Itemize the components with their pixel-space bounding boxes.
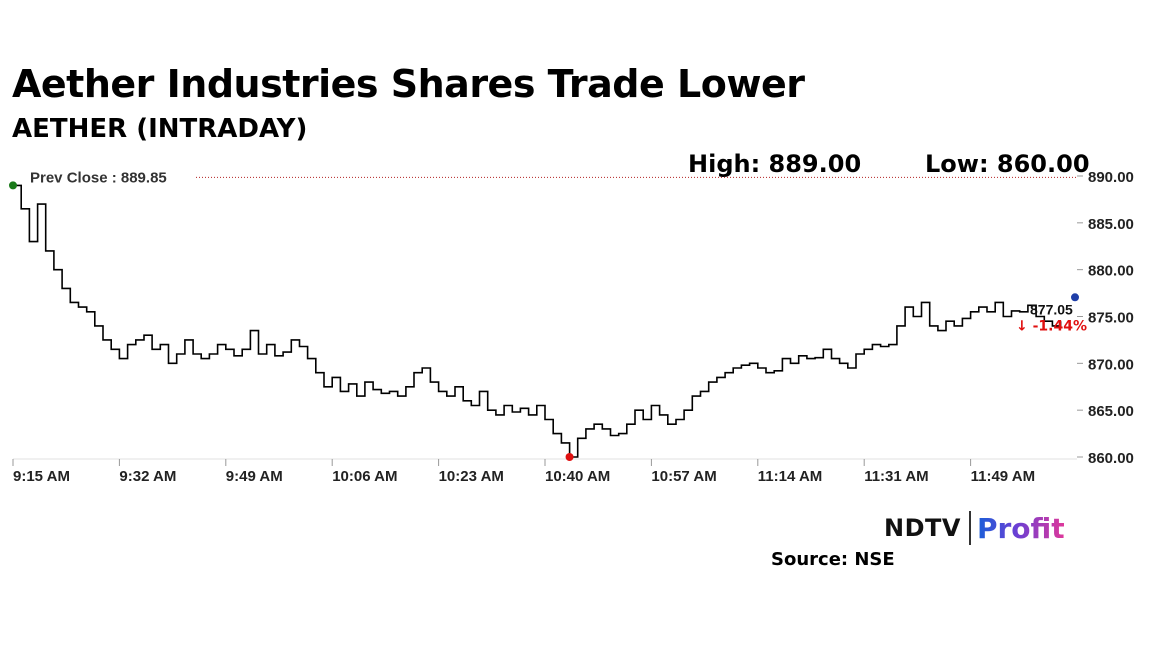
- logo-profit-text: Profit: [976, 511, 1065, 545]
- y-axis: 890.00 885.00 880.00 875.00 870.00 865.00 860.…: [1077, 169, 1134, 467]
- price-series-line: [13, 184, 1062, 458]
- x-tick-label: 9:49 AM: [226, 468, 283, 485]
- chart-title: Aether Industries Shares Trade Lower: [12, 62, 805, 106]
- y-tick-label: 890.00: [1088, 169, 1134, 186]
- x-tick-label: 10:57 AM: [651, 468, 716, 485]
- last-price-label: 877.05: [1030, 301, 1073, 317]
- source-note: Source: NSE: [771, 549, 895, 570]
- y-tick-label: 875.00: [1088, 310, 1134, 327]
- ndtv-profit-logo: NDTV Profit: [884, 510, 1065, 546]
- x-axis: 9:15 AM 9:32 AM 9:49 AM 10:06 AM 10:23 AM 10:…: [12, 458, 1077, 485]
- x-tick-label: 10:06 AM: [332, 468, 397, 485]
- y-tick-label: 860.00: [1088, 450, 1134, 467]
- y-tick-label: 870.00: [1088, 356, 1134, 373]
- y-tick-label: 880.00: [1088, 263, 1134, 280]
- day-low-label: Low: 860.00: [925, 150, 1090, 178]
- x-tick-label: 11:49 AM: [971, 468, 1035, 485]
- open-point-marker: [9, 181, 17, 190]
- x-tick-label: 9:15 AM: [13, 468, 70, 485]
- day-high-label: High: 889.00: [688, 150, 862, 178]
- y-tick-label: 865.00: [1088, 403, 1134, 420]
- chart-subtitle: AETHER (INTRADAY): [12, 114, 308, 144]
- x-tick-label: 11:14 AM: [758, 468, 822, 485]
- y-tick-label: 885.00: [1088, 216, 1134, 233]
- prev-close-label: Prev Close : 889.85: [30, 169, 167, 186]
- logo-divider: [968, 511, 971, 545]
- last-price-marker: [1071, 293, 1079, 302]
- x-tick-label: 10:23 AM: [439, 468, 504, 485]
- logo-ndtv-text: NDTV: [884, 514, 961, 542]
- day-low-marker: [565, 453, 574, 461]
- change-percent-label: ↓ -1.44%: [1016, 318, 1087, 334]
- x-tick-label: 10:40 AM: [545, 468, 610, 485]
- x-tick-label: 9:32 AM: [119, 468, 176, 485]
- x-tick-label: 11:31 AM: [864, 468, 928, 485]
